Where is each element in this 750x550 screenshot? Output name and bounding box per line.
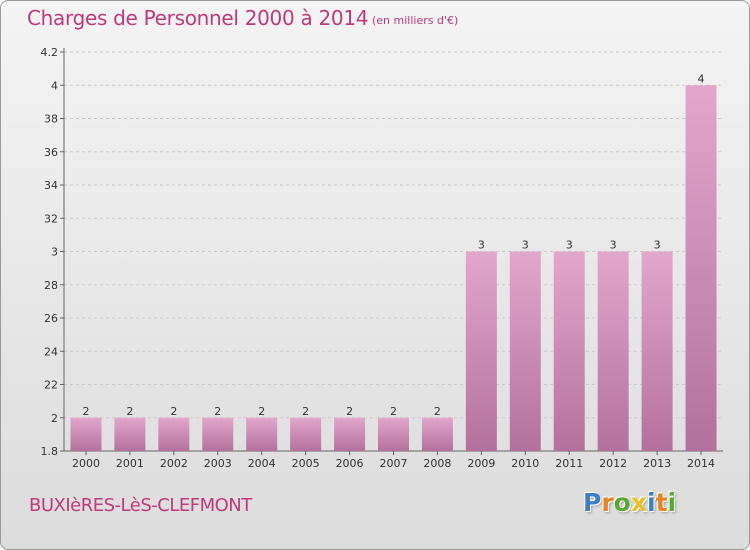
bar-value-label: 3: [522, 239, 529, 252]
bar-2008: [421, 417, 453, 451]
y-tick-label: 26: [44, 312, 58, 325]
x-tick-label: 2001: [116, 457, 144, 470]
bar-value-label: 2: [126, 405, 133, 418]
labels: 1.822224262833234363844.2220002200122002…: [41, 46, 716, 470]
bar-2002: [158, 417, 190, 451]
proxiti-logo[interactable]: Proxiti: [583, 488, 676, 517]
bar-2010: [509, 251, 541, 451]
x-tick-label: 2010: [511, 457, 539, 470]
logo-letter: P: [583, 488, 602, 517]
bar-value-label: 2: [258, 405, 265, 418]
bar-value-label: 4: [698, 72, 705, 85]
bar-value-label: 2: [302, 405, 309, 418]
y-tick-label: 3: [51, 246, 58, 259]
x-tick-label: 2002: [160, 457, 188, 470]
x-tick-label: 2000: [72, 457, 100, 470]
logo-letter: t: [655, 488, 668, 517]
bar-value-label: 2: [346, 405, 353, 418]
y-tick-label: 1.8: [41, 445, 59, 458]
x-tick-label: 2003: [204, 457, 232, 470]
x-tick-label: 2007: [380, 457, 408, 470]
bar-2000: [70, 417, 102, 451]
bar-value-label: 2: [434, 405, 441, 418]
logo-letter: i: [647, 488, 656, 517]
bars: [70, 85, 717, 451]
logo-letter: o: [613, 488, 631, 517]
grid-lines: [64, 51, 723, 419]
bar-2005: [290, 417, 322, 451]
bar-value-label: 3: [566, 239, 573, 252]
x-tick-label: 2006: [336, 457, 364, 470]
y-tick-label: 4.2: [41, 46, 59, 59]
bar-2009: [465, 251, 497, 451]
y-tick-label: 22: [44, 379, 58, 392]
x-tick-label: 2011: [555, 457, 583, 470]
y-tick-label: 38: [44, 113, 58, 126]
bar-2001: [114, 417, 146, 451]
bar-value-label: 2: [82, 405, 89, 418]
bar-2014: [685, 85, 717, 451]
x-tick-label: 2005: [292, 457, 320, 470]
bar-value-label: 2: [170, 405, 177, 418]
bar-value-label: 3: [654, 239, 661, 252]
bar-2013: [641, 251, 673, 451]
bar-2011: [553, 251, 585, 451]
bar-2003: [202, 417, 234, 451]
x-tick-label: 2008: [423, 457, 451, 470]
bar-2006: [334, 417, 366, 451]
y-tick-label: 34: [44, 179, 58, 192]
y-tick-label: 4: [51, 79, 58, 92]
logo-letter: i: [667, 488, 677, 517]
y-tick-label: 24: [44, 345, 58, 358]
x-tick-label: 2012: [599, 457, 627, 470]
chart-title: Charges de Personnel 2000 à 2014: [27, 6, 369, 30]
bar-2007: [378, 417, 409, 451]
bar-value-label: 3: [478, 239, 485, 252]
bar-value-label: 2: [390, 405, 397, 418]
logo-letter: x: [630, 488, 647, 517]
commune-name: BUXIèRES-LèS-CLEFMONT: [29, 495, 252, 516]
x-tick-label: 2004: [248, 457, 276, 470]
y-tick-label: 32: [44, 212, 58, 225]
y-tick-label: 28: [44, 279, 58, 292]
bar-2004: [246, 417, 278, 451]
chart-subtitle: (en milliers d'€): [372, 14, 459, 27]
logo-letter: r: [601, 488, 614, 517]
x-tick-label: 2014: [687, 457, 715, 470]
y-tick-label: 36: [44, 146, 58, 159]
bar-value-label: 2: [214, 405, 221, 418]
x-tick-label: 2009: [467, 457, 495, 470]
bar-2012: [597, 251, 629, 451]
x-tick-label: 2013: [643, 457, 671, 470]
y-tick-label: 2: [51, 412, 58, 425]
bar-value-label: 3: [610, 239, 617, 252]
